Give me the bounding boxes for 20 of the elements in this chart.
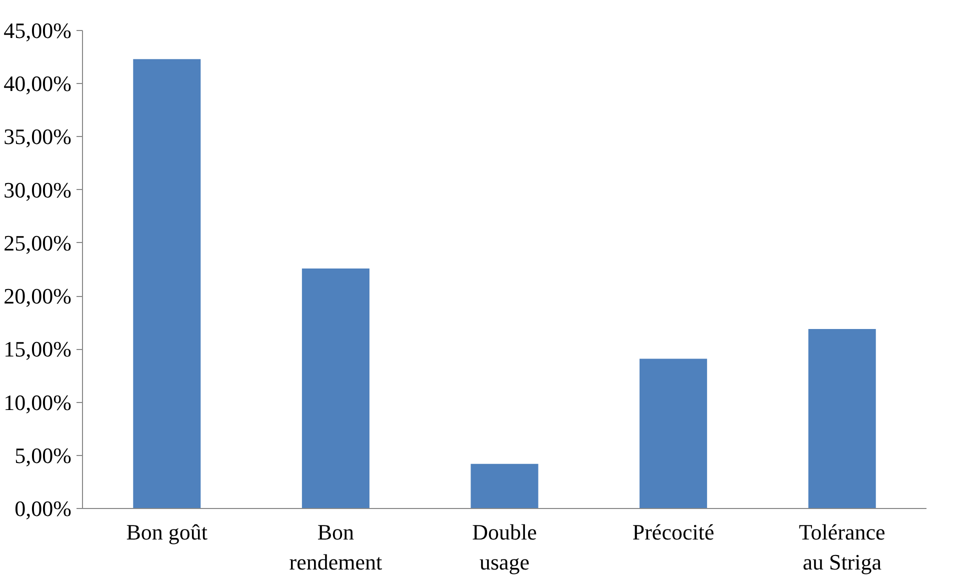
y-tick-label: 20,00% [4,284,72,309]
x-tick-label: Tolérance au Striga [798,520,886,574]
bar [640,358,708,508]
y-tick-label: 5,00% [14,442,72,468]
y-tick-label: 45,00% [4,18,72,43]
y-tick-label: 10,00% [4,390,72,415]
x-tick-label: Bon rendement [289,520,382,574]
bar [133,59,201,508]
bar [808,328,876,508]
y-tick-label: 35,00% [4,124,72,150]
x-tick-label: Bon goût [126,520,208,544]
y-tick-label: 40,00% [4,71,72,96]
bar [470,464,538,508]
x-tick-label: Précocité [632,520,714,544]
y-tick-label: 0,00% [14,496,72,521]
bar [302,268,370,508]
x-tick-label: Double usage [472,520,537,574]
y-tick-label: 15,00% [4,336,72,362]
y-tick-label: 25,00% [4,230,72,256]
y-tick-label: 30,00% [4,177,72,202]
